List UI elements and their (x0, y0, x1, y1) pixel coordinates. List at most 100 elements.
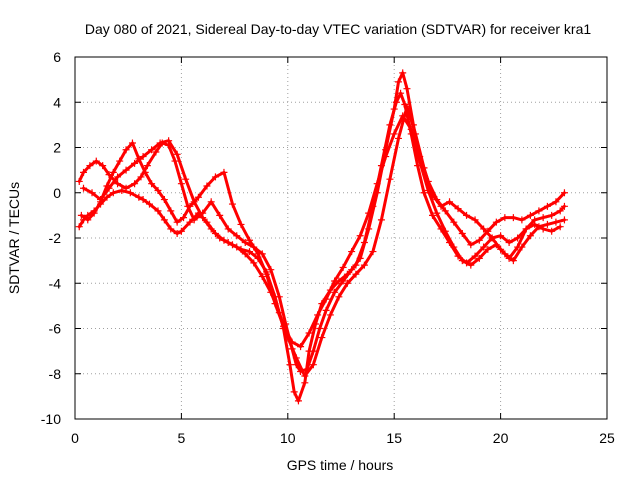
data-point (128, 139, 136, 147)
data-point (463, 211, 471, 219)
data-point (99, 162, 107, 170)
data-point (475, 236, 483, 244)
data-point (199, 214, 207, 222)
data-point (292, 354, 300, 362)
data-point (211, 173, 219, 181)
data-point (441, 227, 449, 235)
y-tick-label: 4 (53, 94, 61, 110)
data-point (77, 211, 85, 219)
data-point (309, 347, 317, 355)
x-axis: 0 5 10 15 20 25 (71, 57, 615, 446)
data-point (122, 146, 130, 154)
data-point (233, 232, 241, 240)
data-point (167, 207, 175, 215)
data-point (190, 216, 198, 224)
data-point (339, 263, 347, 271)
data-point (514, 243, 522, 251)
data-point (382, 153, 390, 161)
data-point (322, 295, 330, 303)
data-point (539, 214, 547, 222)
series-line (77, 71, 566, 373)
data-point (90, 209, 98, 217)
data-point (535, 207, 543, 215)
data-point (84, 216, 92, 224)
data-point (156, 139, 164, 147)
data-point (386, 175, 394, 183)
data-point (190, 198, 198, 206)
data-point (224, 225, 232, 233)
x-tick-label: 20 (493, 430, 509, 446)
data-point (526, 211, 534, 219)
data-point (173, 218, 181, 226)
data-point (394, 78, 402, 86)
chart-title: Day 080 of 2021, Sidereal Day-to-day VTE… (85, 21, 591, 37)
y-tick-label: -6 (49, 321, 62, 337)
data-point (154, 186, 162, 194)
data-point (145, 200, 153, 208)
data-point (343, 279, 351, 287)
data-point (548, 211, 556, 219)
data-point (560, 216, 568, 224)
data-point (75, 177, 83, 185)
data-point (543, 220, 551, 228)
data-point (497, 245, 505, 253)
data-point (241, 250, 249, 258)
data-point (501, 214, 509, 222)
data-point (488, 234, 496, 242)
data-point (160, 216, 168, 224)
y-tick-label: -8 (49, 366, 62, 382)
data-point (137, 173, 145, 181)
data-point (526, 232, 534, 240)
data-point (497, 232, 505, 240)
data-point (92, 157, 100, 165)
data-point (135, 193, 143, 201)
data-point (352, 270, 360, 278)
data-point (167, 225, 175, 233)
data-point (301, 372, 309, 380)
data-point (224, 239, 232, 247)
data-point (399, 69, 407, 77)
data-point (394, 134, 402, 142)
data-point (458, 229, 466, 237)
data-point (118, 186, 126, 194)
data-point (420, 189, 428, 197)
series-layer (75, 69, 568, 405)
data-point (109, 189, 117, 197)
data-point (171, 157, 179, 165)
x-tick-label: 25 (599, 430, 615, 446)
data-point (509, 214, 517, 222)
data-point (131, 180, 139, 188)
data-point (531, 220, 539, 228)
data-point (160, 196, 168, 204)
data-point (122, 166, 130, 174)
data-point (228, 200, 236, 208)
data-point (360, 261, 368, 269)
data-point (186, 202, 194, 210)
data-point (305, 329, 313, 337)
data-point (216, 211, 224, 219)
data-point (250, 259, 258, 267)
data-point (143, 162, 151, 170)
data-point (437, 202, 445, 210)
x-tick-label: 5 (178, 430, 186, 446)
data-point (152, 148, 160, 156)
data-point (194, 193, 202, 201)
data-point (318, 334, 326, 342)
data-point (429, 191, 437, 199)
data-point (403, 103, 411, 111)
data-point (314, 311, 322, 319)
data-point (131, 159, 139, 167)
data-point (505, 239, 513, 247)
data-point (309, 361, 317, 369)
data-point (411, 130, 419, 138)
data-point (207, 198, 215, 206)
data-point (348, 248, 356, 256)
data-point (245, 236, 253, 244)
data-point (429, 211, 437, 219)
data-point (245, 248, 253, 256)
data-point (403, 85, 411, 93)
data-point (75, 223, 83, 231)
data-point (467, 261, 475, 269)
data-point (290, 388, 298, 396)
